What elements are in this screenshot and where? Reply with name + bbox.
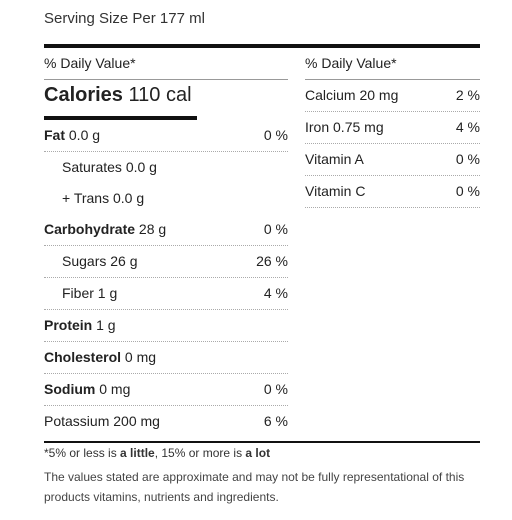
nutrient-percent: 0 % <box>263 221 288 237</box>
nutrient-percent: 6 % <box>263 413 288 429</box>
nutrient-row-cholesterol: Cholesterol 0 mg <box>44 342 288 374</box>
mineral-label: Vitamin C <box>305 183 366 199</box>
nutrient-amount: 0.0 g <box>65 127 101 143</box>
nutrient-name: Cholesterol <box>44 349 122 365</box>
nutrient-row-fiber: Fiber 1 g 4 % <box>44 278 288 310</box>
mineral-percent: 0 % <box>455 151 480 167</box>
nutrient-amount: 0 mg <box>95 381 131 397</box>
nutrient-row-sugars: Sugars 26 g 26 % <box>44 246 288 278</box>
nutrient-amount: 28 g <box>135 221 167 237</box>
daily-value-header-right: % Daily Value* <box>305 48 480 80</box>
nutrient-amount: Fiber 1 g <box>62 285 118 301</box>
nutrient-row-saturates: Saturates 0.0 g <box>44 152 288 183</box>
mineral-label: Iron 0.75 mg <box>305 119 384 135</box>
right-column: % Daily Value* Calcium 20 mg 2 % Iron 0.… <box>305 48 480 208</box>
footnote-text: , 15% or more is <box>154 446 246 460</box>
nutrient-amount: Saturates 0.0 g <box>62 159 157 175</box>
top-divider <box>44 44 480 48</box>
footnote-lot: a lot <box>245 446 271 460</box>
nutrient-name: Carbohydrate <box>44 221 136 237</box>
mineral-row-iron: Iron 0.75 mg 4 % <box>305 112 480 144</box>
nutrient-row-potassium: Potassium 200 mg 6 % <box>44 406 288 437</box>
nutrient-name: Protein <box>44 317 93 333</box>
serving-size: Serving Size Per 177 ml <box>44 10 205 27</box>
nutrient-percent: 0 % <box>263 381 288 397</box>
nutrient-row-carbohydrate: Carbohydrate 28 g 0 % <box>44 214 288 246</box>
mineral-row-vitamin-c: Vitamin C 0 % <box>305 176 480 208</box>
nutrient-amount: 1 g <box>92 317 116 333</box>
nutrient-amount: + Trans 0.0 g <box>62 190 145 206</box>
disclaimer-text: The values stated are approximate and ma… <box>44 470 465 504</box>
nutrient-percent: 0 % <box>263 127 288 143</box>
mineral-percent: 2 % <box>455 87 480 103</box>
calories-label: Calories <box>44 84 123 106</box>
daily-value-footnote: *5% or less is a little, 15% or more is … <box>44 446 270 460</box>
mineral-percent: 0 % <box>455 183 480 199</box>
mineral-row-vitamin-a: Vitamin A 0 % <box>305 144 480 176</box>
calories-underline <box>44 116 197 120</box>
left-column: % Daily Value* Calories 110 cal Fat 0.0 … <box>44 48 288 437</box>
nutrient-row-fat: Fat 0.0 g 0 % <box>44 120 288 152</box>
footnote-text: *5% or less is <box>44 446 121 460</box>
nutrient-name: Fat <box>44 127 65 143</box>
mineral-percent: 4 % <box>455 119 480 135</box>
nutrient-amount: Sugars 26 g <box>62 253 138 269</box>
nutrient-percent: 4 % <box>263 285 288 301</box>
nutrient-row-sodium: Sodium 0 mg 0 % <box>44 374 288 406</box>
mineral-row-calcium: Calcium 20 mg 2 % <box>305 80 480 112</box>
calories-value: 110 cal <box>128 84 192 106</box>
nutrient-amount: Potassium 200 mg <box>44 413 160 429</box>
daily-value-header-left: % Daily Value* <box>44 48 288 80</box>
bottom-divider <box>44 441 480 443</box>
nutrient-amount: 0 mg <box>121 349 157 365</box>
nutrient-row-protein: Protein 1 g <box>44 310 288 342</box>
footnote-little: a little <box>120 446 155 460</box>
calories-row: Calories 110 cal <box>44 80 288 120</box>
nutrient-name: Sodium <box>44 381 96 397</box>
mineral-label: Vitamin A <box>305 151 364 167</box>
mineral-label: Calcium 20 mg <box>305 87 399 103</box>
nutrient-percent: 26 % <box>256 253 288 269</box>
nutrient-row-trans: + Trans 0.0 g <box>44 183 288 214</box>
